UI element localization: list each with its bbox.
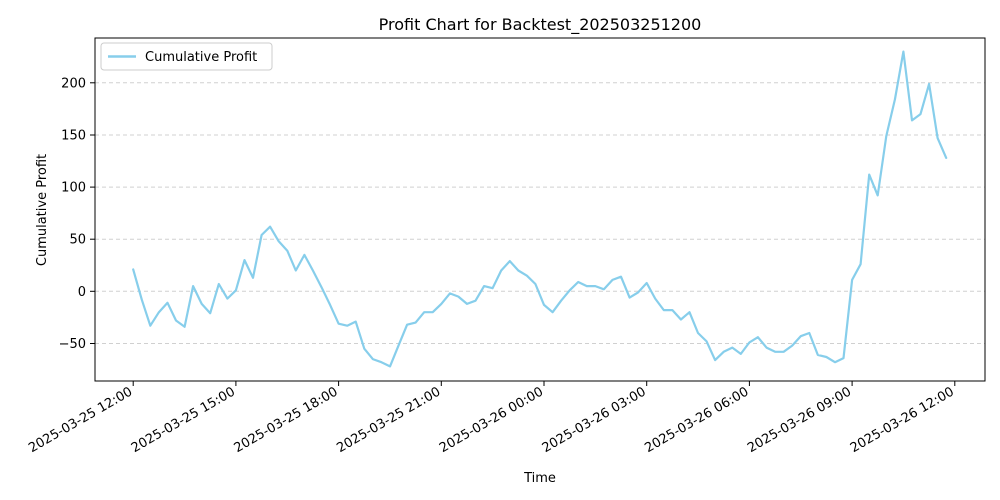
y-tick-label: −50 bbox=[59, 337, 86, 352]
y-tick-label: 150 bbox=[61, 129, 86, 144]
y-tick-label: 100 bbox=[61, 181, 86, 196]
legend-label: Cumulative Profit bbox=[145, 50, 257, 65]
series-line-cumulative-profit bbox=[132, 50, 948, 368]
y-tick-label: 0 bbox=[78, 285, 86, 300]
series-lines bbox=[132, 50, 948, 368]
chart-title: Profit Chart for Backtest_202503251200 bbox=[379, 15, 702, 35]
plot-frame bbox=[94, 37, 986, 382]
grid-lines bbox=[95, 82, 985, 344]
y-tick-label: 50 bbox=[69, 233, 86, 248]
legend-box bbox=[100, 42, 273, 71]
y-tick-label: 200 bbox=[61, 76, 86, 91]
y-axis-ticks: −50 0 50 100 150 200 bbox=[59, 76, 95, 352]
x-axis-title: Time bbox=[523, 471, 556, 486]
legend: Cumulative Profit bbox=[100, 42, 273, 71]
y-axis-title: Cumulative Profit bbox=[35, 154, 50, 266]
